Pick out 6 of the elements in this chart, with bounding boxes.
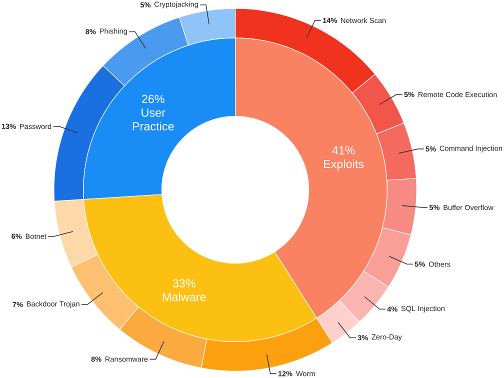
data-label: 33%: [172, 279, 196, 288]
data-label: 41%: [332, 146, 355, 155]
slice-label: Exploits: [324, 160, 364, 171]
data-label: 26%: [142, 94, 164, 104]
slice-label: Malware: [162, 292, 206, 302]
slice-label: User Practice: [132, 108, 174, 131]
